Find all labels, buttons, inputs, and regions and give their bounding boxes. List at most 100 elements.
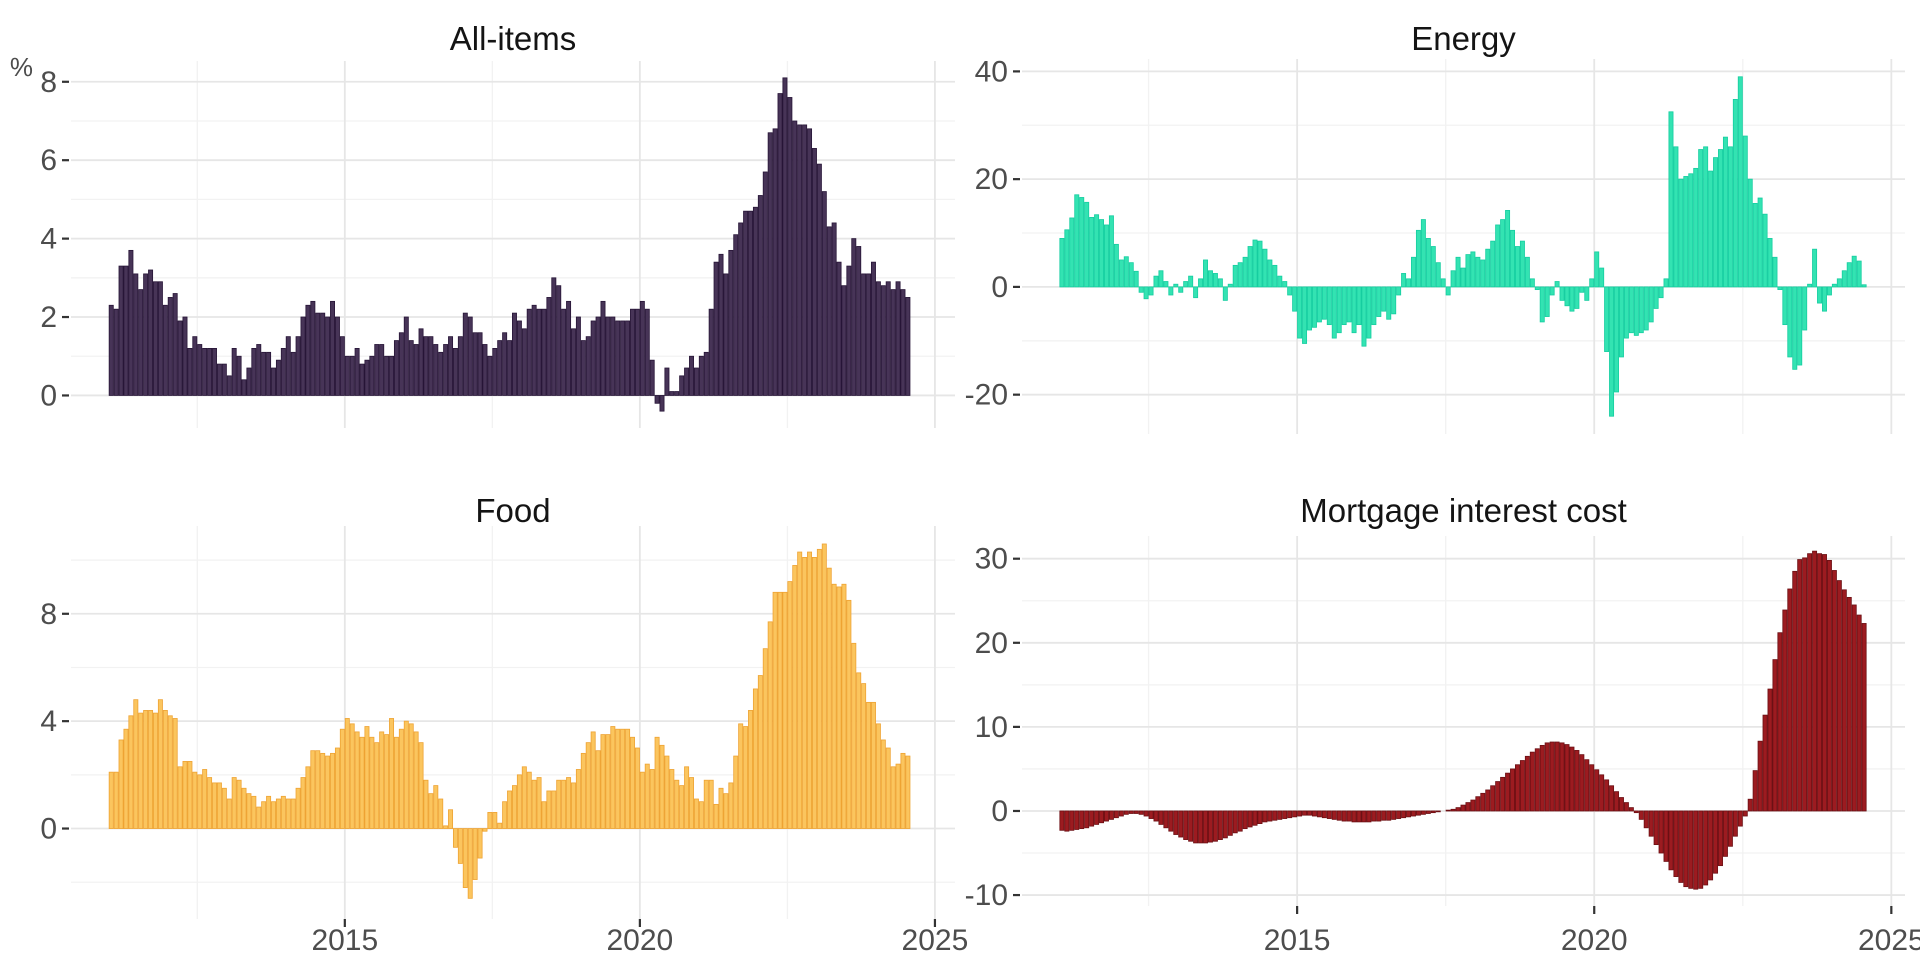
bar bbox=[1861, 623, 1867, 812]
bar bbox=[620, 728, 626, 829]
bar bbox=[1252, 810, 1258, 826]
bar bbox=[310, 750, 316, 829]
bar bbox=[1108, 810, 1114, 820]
bar bbox=[851, 642, 857, 829]
bar bbox=[1391, 810, 1397, 820]
bar bbox=[202, 348, 208, 396]
bar bbox=[1391, 286, 1397, 315]
bar bbox=[733, 234, 739, 396]
bar bbox=[590, 320, 596, 396]
bar bbox=[1663, 278, 1669, 288]
bar bbox=[1094, 810, 1100, 825]
gridlines-major bbox=[1022, 59, 1905, 434]
bar bbox=[575, 769, 581, 829]
bar bbox=[1227, 810, 1233, 836]
bar bbox=[1450, 808, 1456, 812]
bar bbox=[1366, 286, 1372, 339]
bar bbox=[1257, 810, 1263, 824]
bar bbox=[1480, 259, 1486, 288]
bar bbox=[1807, 553, 1813, 812]
bar bbox=[1371, 286, 1377, 326]
bar bbox=[1113, 810, 1119, 819]
bar bbox=[831, 222, 837, 396]
bar bbox=[128, 715, 134, 829]
y-axis-tick-label: -10 bbox=[965, 879, 1008, 912]
bar bbox=[295, 336, 301, 396]
bar bbox=[1222, 810, 1228, 839]
bar bbox=[580, 340, 586, 396]
bar bbox=[1539, 286, 1545, 323]
bar bbox=[1455, 807, 1461, 812]
bar bbox=[1064, 229, 1070, 288]
y-axis-tick-label: 40 bbox=[975, 55, 1008, 88]
bar bbox=[1445, 809, 1451, 812]
bar bbox=[551, 277, 557, 396]
bar bbox=[1366, 810, 1372, 823]
bar bbox=[497, 340, 503, 396]
bar bbox=[1282, 281, 1288, 288]
y-axis-tick-label: 2 bbox=[40, 301, 57, 334]
bar bbox=[728, 249, 734, 396]
bar bbox=[457, 828, 463, 864]
bar bbox=[1321, 810, 1327, 819]
bar bbox=[748, 210, 753, 396]
bar bbox=[1267, 810, 1273, 822]
bar bbox=[1643, 286, 1649, 331]
y-axis-unit-label: % bbox=[9, 52, 33, 82]
bar bbox=[512, 785, 517, 829]
bar bbox=[1817, 286, 1823, 304]
bar bbox=[133, 699, 139, 829]
bar bbox=[1836, 580, 1842, 812]
bar bbox=[531, 304, 537, 396]
bar bbox=[1831, 570, 1837, 812]
bar bbox=[1207, 270, 1213, 288]
bar bbox=[1797, 286, 1803, 366]
bar bbox=[1430, 810, 1436, 814]
bar bbox=[1633, 286, 1639, 336]
bar bbox=[108, 771, 114, 829]
bar bbox=[403, 316, 409, 396]
bar bbox=[1143, 286, 1149, 300]
bar bbox=[767, 132, 773, 396]
bar bbox=[452, 828, 458, 848]
bar bbox=[443, 344, 449, 396]
bar bbox=[1099, 810, 1105, 824]
bar bbox=[1277, 275, 1283, 288]
bar bbox=[1232, 264, 1238, 288]
bar bbox=[1614, 791, 1619, 812]
bar bbox=[1420, 810, 1426, 815]
bar bbox=[236, 779, 242, 829]
bar bbox=[856, 246, 862, 396]
bar bbox=[536, 308, 542, 396]
bar bbox=[1341, 286, 1347, 326]
bar bbox=[585, 336, 591, 396]
bar bbox=[1713, 810, 1719, 874]
bar bbox=[1747, 178, 1753, 288]
bar bbox=[221, 787, 227, 829]
bar bbox=[492, 348, 498, 396]
bar bbox=[797, 551, 803, 829]
bar bbox=[423, 779, 429, 829]
bar bbox=[1599, 774, 1605, 812]
bar bbox=[467, 828, 473, 899]
bars-mortgage bbox=[1059, 550, 1867, 890]
bar bbox=[359, 363, 365, 396]
bar bbox=[644, 308, 650, 396]
bar bbox=[1247, 810, 1253, 828]
bar bbox=[1158, 810, 1164, 825]
bar bbox=[290, 351, 296, 396]
bar bbox=[1133, 270, 1139, 288]
bar bbox=[1168, 286, 1174, 296]
bar bbox=[1153, 275, 1159, 288]
bar bbox=[693, 367, 699, 396]
bar bbox=[216, 363, 222, 396]
bar bbox=[541, 801, 547, 829]
x-axis-tick-label: 2020 bbox=[607, 924, 674, 957]
bar bbox=[1792, 570, 1798, 812]
bar bbox=[630, 308, 635, 396]
bar bbox=[1831, 283, 1837, 288]
x-axis-tick-label: 2015 bbox=[311, 924, 378, 957]
bar bbox=[1198, 278, 1204, 288]
bar bbox=[1425, 238, 1431, 288]
bar bbox=[231, 777, 237, 829]
